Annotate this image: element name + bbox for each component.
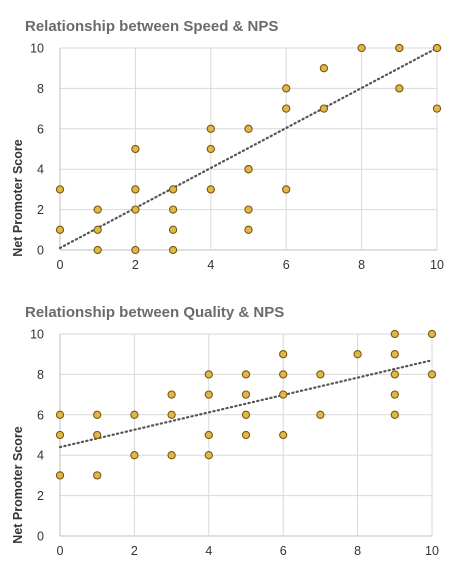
data-point — [390, 370, 399, 379]
data-point — [93, 471, 102, 480]
x-tick-label: 0 — [57, 544, 64, 558]
data-point — [241, 430, 251, 440]
data-point — [168, 205, 178, 214]
data-point — [390, 390, 399, 399]
x-tick-label: 2 — [131, 544, 138, 558]
data-point — [282, 84, 291, 93]
y-tick-label: 6 — [37, 408, 44, 422]
data-point — [131, 144, 140, 154]
trendline — [58, 46, 439, 250]
data-point — [427, 370, 437, 379]
data-point — [93, 225, 102, 234]
data-point — [206, 144, 215, 154]
data-point — [93, 205, 102, 214]
quality-nps-chart: Relationship between Quality & NPS Net P… — [11, 304, 439, 558]
data-point — [167, 410, 176, 419]
data-point — [167, 390, 176, 399]
data-point — [168, 185, 178, 194]
data-point — [244, 225, 253, 234]
data-point — [168, 225, 178, 234]
x-tick-label: 8 — [354, 544, 361, 558]
data-point — [395, 43, 404, 53]
y-tick-label: 2 — [37, 203, 44, 217]
y-tick-label: 4 — [37, 449, 44, 463]
data-point — [55, 430, 65, 440]
data-point — [279, 370, 288, 379]
data-point — [395, 84, 404, 93]
x-tick-label: 10 — [425, 544, 439, 558]
data-point — [131, 245, 140, 255]
data-point — [319, 104, 329, 113]
data-point — [241, 410, 251, 419]
data-point — [131, 185, 140, 194]
data-point — [319, 64, 329, 73]
data-point — [279, 430, 288, 440]
y-tick-label: 10 — [30, 328, 44, 342]
data-point — [282, 185, 291, 194]
data-point — [241, 390, 251, 399]
data-point — [168, 245, 178, 255]
data-point — [93, 245, 102, 255]
data-point — [427, 329, 437, 339]
y-tick-label: 4 — [37, 163, 44, 177]
data-point — [316, 410, 325, 419]
speed-nps-chart: Relationship between Speed & NPS Net Pro… — [11, 18, 444, 272]
data-point — [279, 350, 288, 359]
data-point — [432, 104, 442, 113]
data-point — [130, 451, 139, 460]
data-point — [130, 410, 139, 419]
data-point — [93, 430, 102, 440]
y-tick-label: 6 — [37, 122, 44, 136]
data-point — [353, 350, 362, 359]
y-tick-label: 8 — [37, 82, 44, 96]
data-point — [55, 471, 65, 480]
x-tick-label: 4 — [205, 544, 212, 558]
data-point — [93, 410, 102, 419]
data-point — [55, 185, 65, 194]
x-tick-label: 0 — [57, 258, 64, 272]
data-point — [282, 104, 291, 113]
data-point — [244, 124, 253, 133]
y-tick-label: 8 — [37, 368, 44, 382]
y-tick-label: 0 — [37, 244, 44, 258]
y-axis-label: Net Promoter Score — [11, 139, 25, 256]
data-point — [55, 225, 65, 234]
data-point — [241, 370, 251, 379]
data-point — [357, 43, 366, 53]
data-point — [167, 451, 176, 460]
data-point — [390, 350, 399, 359]
data-point — [390, 410, 399, 419]
chart-title: Relationship between Quality & NPS — [25, 304, 284, 321]
x-tick-label: 6 — [280, 544, 287, 558]
data-point — [204, 451, 213, 460]
data-point — [432, 43, 442, 53]
data-point — [131, 205, 140, 214]
chart-title: Relationship between Speed & NPS — [25, 18, 278, 35]
y-axis-label: Net Promoter Score — [11, 426, 25, 543]
data-point — [55, 410, 65, 419]
data-point — [316, 370, 325, 379]
x-tick-label: 2 — [132, 258, 139, 272]
data-point — [244, 205, 253, 214]
x-tick-label: 4 — [207, 258, 214, 272]
data-point — [204, 430, 213, 440]
x-tick-label: 6 — [283, 258, 290, 272]
trendline — [58, 359, 434, 449]
data-point — [390, 329, 399, 339]
data-point — [204, 370, 213, 379]
y-tick-label: 2 — [37, 489, 44, 503]
data-point — [206, 124, 215, 133]
data-point — [204, 390, 213, 399]
data-point — [244, 165, 253, 174]
y-tick-label: 10 — [30, 42, 44, 56]
data-point — [279, 390, 288, 399]
x-tick-label: 10 — [430, 258, 444, 272]
x-tick-label: 8 — [358, 258, 365, 272]
y-tick-label: 0 — [37, 530, 44, 544]
data-point — [206, 185, 215, 194]
